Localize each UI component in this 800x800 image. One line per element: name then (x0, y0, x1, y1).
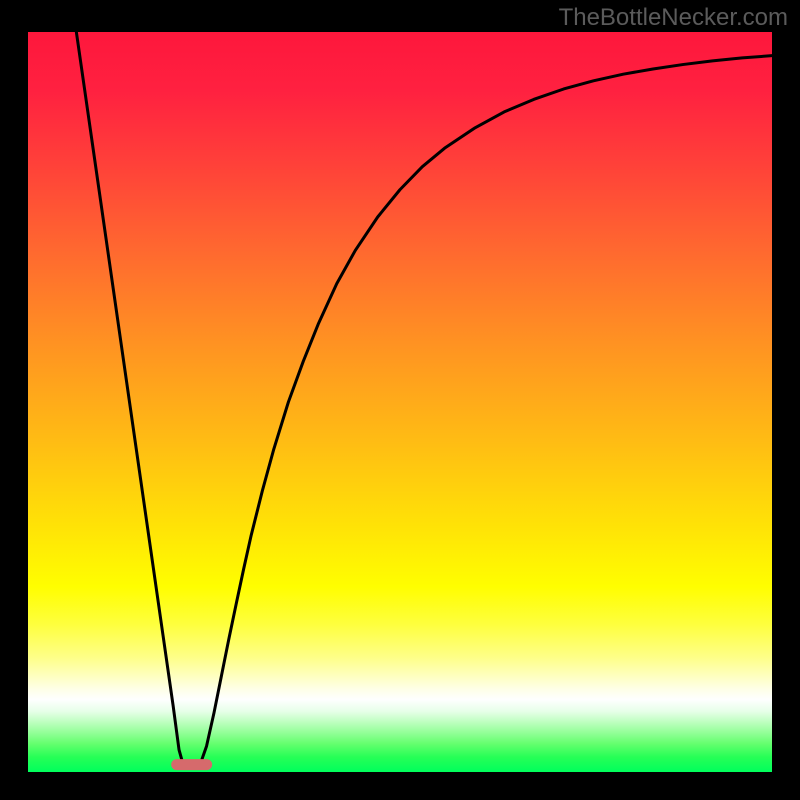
optimal-marker (171, 759, 213, 771)
chart-container: TheBottleNecker.com (0, 0, 800, 800)
bottleneck-curve (76, 32, 772, 765)
plot-area (28, 32, 772, 772)
curve-layer (28, 32, 772, 772)
watermark-text: TheBottleNecker.com (559, 4, 788, 32)
